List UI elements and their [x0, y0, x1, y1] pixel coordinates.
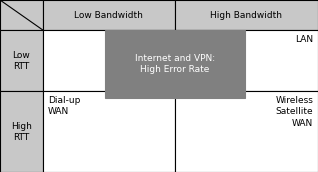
Text: High Bandwidth: High Bandwidth [211, 10, 282, 20]
Bar [43, 0, 175, 30]
Text: Internet and VPN:
High Error Rate: Internet and VPN: High Error Rate [135, 54, 215, 74]
Bar [43, 30, 175, 91]
Text: LAN: LAN [295, 35, 313, 44]
Text: Low Bandwidth: Low Bandwidth [74, 10, 143, 20]
Bar [0, 91, 43, 172]
Bar [175, 0, 318, 30]
Bar [0, 0, 43, 30]
Bar [0, 30, 43, 91]
Text: Wireless
Satellite
WAN: Wireless Satellite WAN [275, 96, 313, 127]
Bar [175, 30, 318, 91]
Bar [175, 91, 318, 172]
Bar [105, 30, 245, 98]
Text: Dial-up
WAN: Dial-up WAN [48, 96, 80, 116]
Bar [43, 91, 175, 172]
Text: High
RTT: High RTT [11, 122, 32, 142]
Text: Low
RTT: Low RTT [13, 51, 30, 71]
